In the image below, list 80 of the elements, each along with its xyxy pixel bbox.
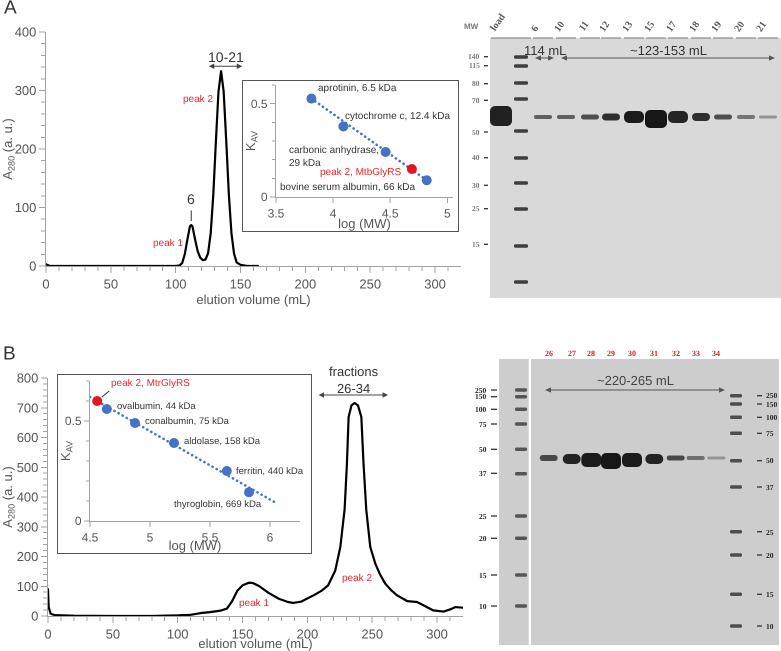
text: 10 bbox=[552, 20, 568, 34]
x-tick-label: 6 bbox=[266, 530, 274, 544]
annotation: fractions 26-34 bbox=[329, 364, 379, 396]
text: 21 bbox=[754, 20, 770, 34]
text: MW bbox=[464, 22, 479, 31]
annotation: aprotinin, 6.5 kDa bbox=[318, 83, 397, 94]
text: 30 bbox=[628, 349, 636, 358]
annotation: peak 2 bbox=[183, 94, 214, 105]
text: 114 mL bbox=[524, 43, 566, 58]
text: ~220-265 mL bbox=[597, 373, 674, 388]
text: 11 bbox=[577, 19, 592, 34]
x-axis-title: log (MW) bbox=[338, 216, 391, 231]
x-tick-label: 5 bbox=[444, 206, 451, 220]
y-tick-label: 0.5 bbox=[250, 96, 268, 111]
y-tick-label: 700 bbox=[16, 400, 38, 416]
chart-title: B bbox=[3, 343, 16, 364]
y-tick-label: 600 bbox=[16, 430, 38, 446]
annotation: thyroglobin, 669 kDa bbox=[174, 499, 262, 510]
y-tick-label: 400 bbox=[14, 24, 36, 40]
x-tick-label: 300 bbox=[424, 276, 446, 292]
y-tick-label: 300 bbox=[14, 83, 36, 98]
text: 12 bbox=[597, 20, 612, 34]
x-tick-label: 50 bbox=[106, 626, 120, 642]
x-tick-label: 4.5 bbox=[82, 530, 99, 544]
y-tick-label: 200 bbox=[16, 549, 38, 564]
y-tick-label: 200 bbox=[14, 142, 36, 157]
text: 15 bbox=[642, 20, 658, 34]
x-tick-label: 5 bbox=[146, 530, 154, 544]
x-tick-label: 150 bbox=[230, 276, 252, 292]
x-tick-label: 0 bbox=[42, 276, 50, 292]
text: 19 bbox=[709, 20, 724, 34]
annotation: 10-21 bbox=[208, 49, 244, 65]
annotation: ferritin, 440 kDa bbox=[236, 466, 304, 477]
y-tick-label: 300 bbox=[16, 519, 38, 534]
text: ~123-153 mL bbox=[630, 43, 707, 58]
x-tick-label: 150 bbox=[232, 626, 254, 642]
text: 17 bbox=[664, 20, 680, 34]
y-tick-label: 400 bbox=[16, 490, 38, 505]
text: 29 bbox=[607, 349, 615, 358]
x-tick-label: 100 bbox=[166, 626, 189, 642]
text: 33 bbox=[692, 349, 700, 358]
annotation: 6 bbox=[187, 191, 195, 207]
annotation: cytochrome c, 12.4 kDa bbox=[345, 111, 450, 122]
y-tick-label: 0.5 bbox=[64, 414, 82, 428]
annotation: peak 2, MtbGlyRS bbox=[320, 167, 402, 178]
y-tick-label: 500 bbox=[16, 460, 38, 475]
chart-title: A bbox=[4, 0, 17, 18]
text: 34 bbox=[712, 349, 720, 358]
text: 26 bbox=[545, 349, 553, 358]
text: 31 bbox=[650, 349, 658, 358]
annotation: aldolase, 158 kDa bbox=[184, 436, 261, 447]
annotation: peak 1 bbox=[153, 238, 184, 249]
text: 6 bbox=[529, 24, 542, 34]
x-tick-label: 300 bbox=[426, 626, 448, 642]
x-tick-label: 100 bbox=[164, 276, 187, 292]
text: 13 bbox=[620, 20, 636, 34]
y-tick-label: 800 bbox=[16, 370, 38, 386]
annotation: peak 2, MtrGlyRS bbox=[111, 378, 190, 389]
x-tick-label: 0 bbox=[44, 626, 52, 642]
annotation: conalbumin, 75 kDa bbox=[145, 416, 230, 427]
x-axis-title: elution volume (mL) bbox=[196, 292, 311, 308]
x-tick-label: 50 bbox=[104, 276, 118, 292]
x-tick-label: 3.5 bbox=[268, 206, 285, 220]
annotation: bovine serum albumin, 66 kDa bbox=[280, 182, 416, 193]
x-tick-label: 4 bbox=[330, 206, 337, 220]
y-tick-label: 100 bbox=[16, 578, 38, 594]
y-tick-label: 0 bbox=[29, 258, 36, 274]
text: 28 bbox=[587, 349, 595, 358]
x-tick-label: 200 bbox=[294, 276, 316, 292]
text: 20 bbox=[732, 20, 748, 34]
text: 18 bbox=[687, 20, 702, 34]
annotation: peak 1 bbox=[239, 598, 270, 609]
y-tick-label: 0 bbox=[31, 608, 38, 624]
annotation: carbonic anhydrase, 29 kDa bbox=[289, 145, 380, 169]
text: 32 bbox=[672, 349, 680, 358]
annotation: ovalbumin, 44 kDa bbox=[117, 401, 196, 412]
x-tick-label: 250 bbox=[359, 276, 382, 292]
annotation: peak 2 bbox=[342, 573, 372, 584]
text: 27 bbox=[568, 349, 576, 358]
x-tick-label: 250 bbox=[361, 626, 384, 642]
